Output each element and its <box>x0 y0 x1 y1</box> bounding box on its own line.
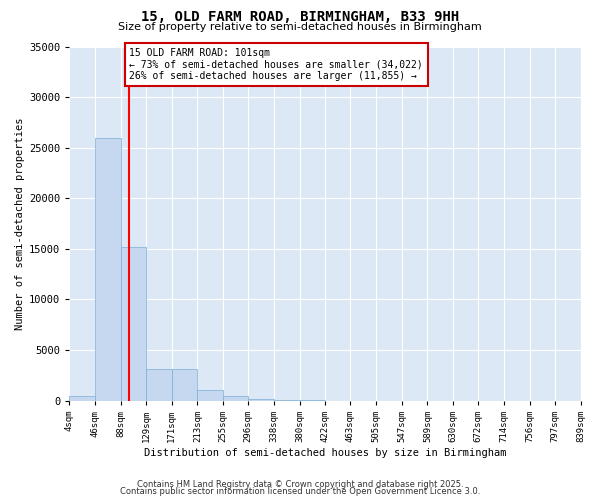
X-axis label: Distribution of semi-detached houses by size in Birmingham: Distribution of semi-detached houses by … <box>144 448 506 458</box>
Bar <box>248 398 274 400</box>
Bar <box>121 247 146 400</box>
Bar <box>197 390 223 400</box>
Bar <box>146 370 172 400</box>
Text: 15, OLD FARM ROAD, BIRMINGHAM, B33 9HH: 15, OLD FARM ROAD, BIRMINGHAM, B33 9HH <box>141 10 459 24</box>
Text: Contains HM Land Registry data © Crown copyright and database right 2025.: Contains HM Land Registry data © Crown c… <box>137 480 463 489</box>
Text: 15 OLD FARM ROAD: 101sqm
← 73% of semi-detached houses are smaller (34,022)
26% : 15 OLD FARM ROAD: 101sqm ← 73% of semi-d… <box>130 48 423 82</box>
Bar <box>95 138 121 400</box>
Text: Size of property relative to semi-detached houses in Birmingham: Size of property relative to semi-detach… <box>118 22 482 32</box>
Bar <box>223 396 248 400</box>
Text: Contains public sector information licensed under the Open Government Licence 3.: Contains public sector information licen… <box>120 487 480 496</box>
Bar <box>172 370 197 400</box>
Y-axis label: Number of semi-detached properties: Number of semi-detached properties <box>15 118 25 330</box>
Bar <box>70 396 95 400</box>
